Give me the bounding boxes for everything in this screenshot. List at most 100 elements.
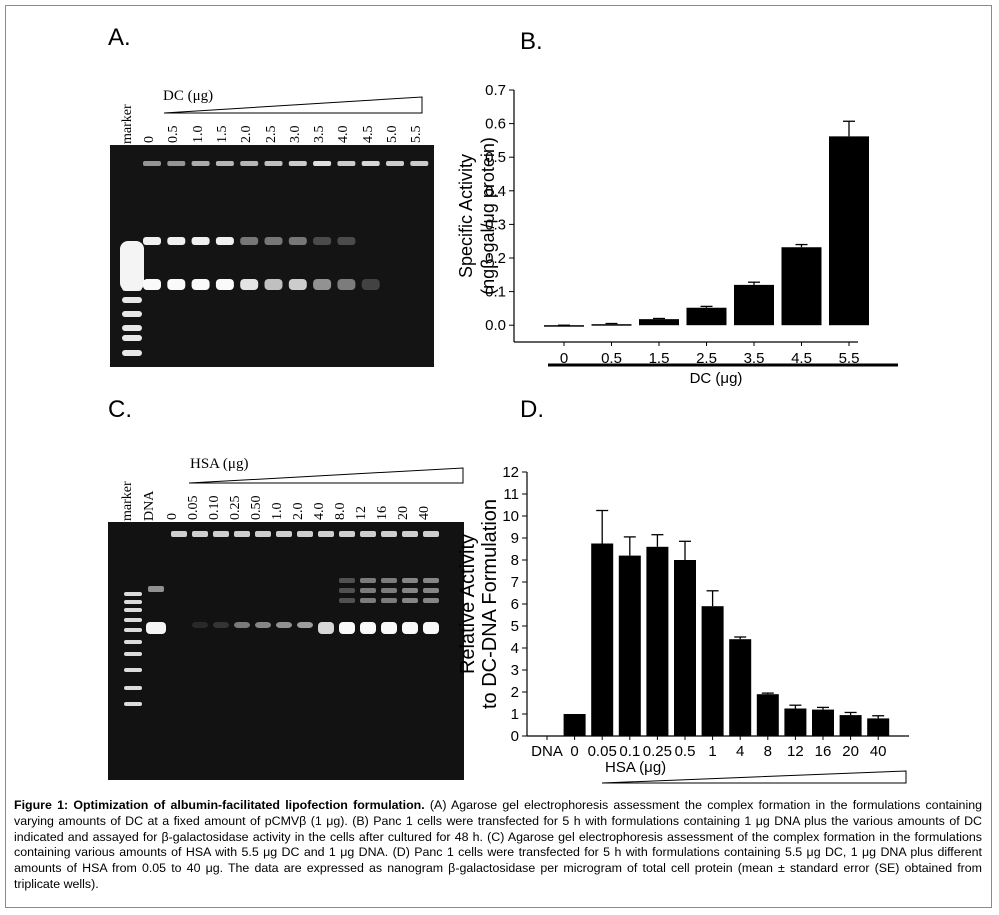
gel-band bbox=[124, 686, 142, 690]
x-tick-label: 1 bbox=[708, 743, 716, 760]
y-tick-label: 8 bbox=[511, 552, 519, 569]
gel-band bbox=[167, 279, 186, 290]
figure-frame bbox=[5, 5, 992, 908]
gel-a-lane-label: 1.0 bbox=[190, 125, 206, 144]
gel-a-marker-label: marker bbox=[120, 104, 135, 144]
gel-band bbox=[120, 241, 144, 291]
y-axis-label-line1: Relative Activity bbox=[457, 534, 479, 674]
gel-band bbox=[167, 237, 186, 245]
gel-c-lane-label: 4.0 bbox=[312, 502, 327, 521]
gel-c-lane-label: 1.0 bbox=[270, 502, 285, 521]
gel-band bbox=[191, 279, 210, 290]
gel-band bbox=[146, 622, 166, 634]
x-tick-label: 12 bbox=[787, 743, 804, 760]
gel-band bbox=[410, 161, 429, 166]
gel-a-lane-label: 0.5 bbox=[166, 125, 182, 144]
gel-band bbox=[360, 578, 376, 583]
gel-band bbox=[313, 237, 332, 245]
bar bbox=[544, 325, 584, 327]
gel-band bbox=[122, 311, 142, 317]
bar bbox=[729, 639, 752, 736]
y-tick-label: 12 bbox=[502, 464, 519, 481]
gel-band bbox=[288, 161, 307, 166]
caption-title: Figure 1: Optimization of albumin-facili… bbox=[14, 798, 425, 812]
gel-band bbox=[360, 622, 376, 634]
gel-band bbox=[240, 237, 259, 245]
gel-a-lane-label: 4.5 bbox=[360, 125, 376, 144]
y-tick-label: 9 bbox=[511, 530, 519, 547]
gel-band bbox=[381, 598, 397, 603]
gel-band bbox=[192, 622, 208, 628]
gel-band bbox=[124, 600, 142, 604]
gel-band bbox=[264, 161, 283, 166]
gel-a-title: DC (μg) bbox=[163, 88, 214, 104]
gel-band bbox=[381, 622, 397, 634]
gel-c-marker-label: marker bbox=[120, 481, 135, 521]
gel-a-lane-label: 3.0 bbox=[287, 125, 303, 144]
gel-band bbox=[240, 161, 259, 166]
chart-b: 0.0 0.1 0.2 0.3 0.4 0.5 0.6 0.7 0 0.5 1.5 2.5 3.5 4.5… bbox=[456, 82, 898, 387]
gel-band bbox=[297, 622, 313, 628]
gel-band bbox=[191, 237, 210, 245]
gel-band bbox=[255, 531, 271, 537]
gel-band bbox=[124, 652, 142, 656]
gel-band bbox=[313, 161, 332, 166]
bar bbox=[646, 546, 669, 736]
gel-band bbox=[361, 279, 380, 290]
x-tick-label: 4.5 bbox=[791, 350, 812, 367]
gel-band bbox=[381, 531, 397, 537]
x-tick-label: 2.5 bbox=[696, 350, 717, 367]
gel-band bbox=[192, 531, 208, 537]
x-tick-label: 16 bbox=[815, 743, 832, 760]
gel-band bbox=[423, 588, 439, 593]
bar bbox=[618, 555, 641, 736]
y-tick-label: 0.7 bbox=[485, 82, 506, 99]
gel-a-lane-label: 1.5 bbox=[214, 125, 230, 144]
gel-a-lane-label: 3.5 bbox=[312, 125, 328, 144]
bar bbox=[639, 319, 679, 326]
figure-caption: Figure 1: Optimization of albumin-facili… bbox=[14, 798, 982, 893]
gel-c-lane-label: 12 bbox=[354, 506, 369, 520]
y-tick-label: 0.2 bbox=[485, 250, 506, 267]
gel-c-lane-label: 0.05 bbox=[186, 495, 201, 521]
gel-c-bands bbox=[108, 522, 464, 780]
y-tick-label: 10 bbox=[502, 508, 519, 525]
y-tick-label: 5 bbox=[511, 618, 519, 635]
x-axis-label: HSA (μg) bbox=[605, 759, 666, 776]
gel-band bbox=[423, 531, 439, 537]
gel-band bbox=[215, 237, 234, 245]
y-tick-label: 0.1 bbox=[485, 284, 506, 301]
gel-c-dna-label: DNA bbox=[142, 490, 157, 521]
gel-band bbox=[402, 531, 418, 537]
y-tick-label: 0.3 bbox=[485, 216, 506, 233]
gel-a-lane-label: 5.0 bbox=[385, 125, 400, 144]
gel-band bbox=[124, 640, 142, 644]
bar bbox=[839, 715, 862, 736]
bar bbox=[812, 709, 834, 736]
x-tick-label: 20 bbox=[842, 743, 859, 760]
gel-band bbox=[381, 588, 397, 593]
gel-band bbox=[124, 592, 142, 596]
x-tick-label: 0 bbox=[560, 350, 568, 367]
x-tick-label: 8 bbox=[764, 743, 772, 760]
gel-band bbox=[215, 161, 234, 166]
gel-a-wedge bbox=[163, 96, 423, 114]
bar bbox=[686, 307, 727, 326]
gel-band bbox=[423, 578, 439, 583]
gel-a-lane-label: 2.5 bbox=[263, 125, 279, 144]
x-tick-label: 0.5 bbox=[601, 350, 622, 367]
bar bbox=[591, 324, 632, 326]
gel-band bbox=[124, 618, 142, 622]
gel-band bbox=[124, 668, 142, 672]
gel-band bbox=[402, 578, 418, 583]
y-tick-label: 0 bbox=[511, 728, 519, 745]
gel-band bbox=[402, 622, 418, 634]
gel-band bbox=[339, 588, 355, 593]
x-tick-label: DNA bbox=[531, 743, 563, 760]
gel-band bbox=[171, 531, 187, 537]
panel-label-b: B. bbox=[520, 28, 543, 55]
gel-band bbox=[313, 279, 332, 290]
bar bbox=[781, 247, 822, 326]
x-axis-label: DC (μg) bbox=[690, 370, 743, 387]
